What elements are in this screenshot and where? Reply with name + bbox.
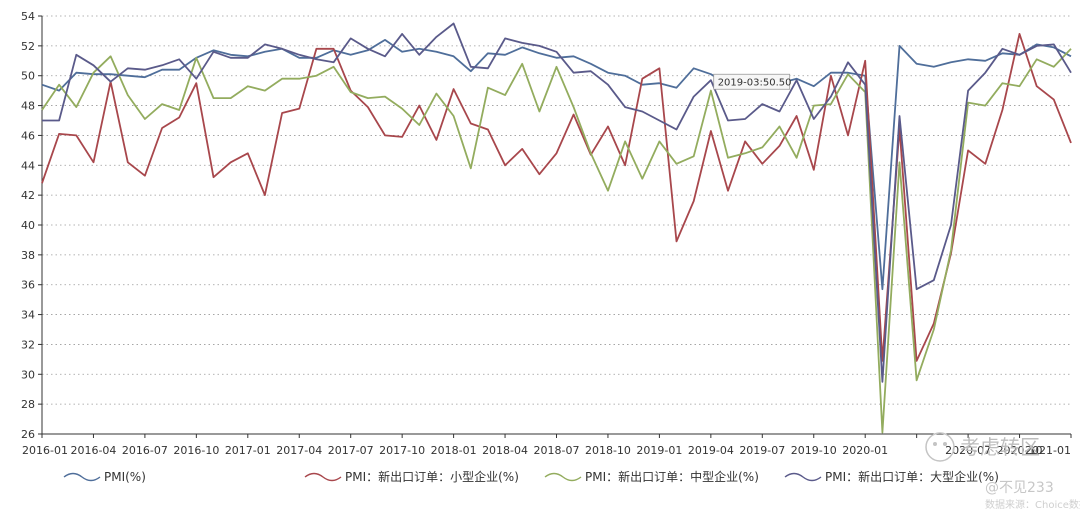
y-tick-label: 32	[21, 338, 35, 351]
legend-label-0: PMI(%)	[104, 470, 146, 484]
x-tick-label: 2021-01	[1025, 444, 1071, 457]
series-line-0	[41, 39, 1072, 291]
watermark-logo-icon	[925, 432, 955, 462]
legend-swatch-2	[544, 472, 582, 482]
x-tick-label: 2018-07	[534, 444, 580, 457]
legend-label-2: PMI：新出口订单：中型企业(%)	[585, 469, 759, 484]
y-tick-label: 46	[21, 129, 35, 142]
watermark: 考虑转区 @不见233 数据来源：Choice数据	[925, 432, 1080, 511]
x-tick-label: 2019-01	[636, 444, 682, 457]
tooltip: 2019-03:50.50	[713, 73, 792, 90]
x-tick-label: 2016-04	[70, 444, 116, 457]
y-tick-label: 38	[21, 249, 35, 262]
y-tick-label: 36	[21, 279, 35, 292]
series-line-2	[41, 48, 1072, 434]
watermark-source: 数据来源：Choice数据	[985, 498, 1080, 511]
x-tick-labels: 2016-01 2016-04 2016-07 2016-10 2017-01 2017-…	[22, 434, 1072, 457]
x-tick-label: 2020-07	[945, 444, 991, 457]
watermark-logo-icon-dot	[933, 442, 937, 446]
y-tick-label: 48	[21, 100, 35, 113]
y-tick-label: 26	[21, 428, 35, 441]
x-tick-label: 2018-04	[482, 444, 528, 457]
y-tick-label: 28	[21, 398, 35, 411]
legend-label-1: PMI：新出口订单：小型企业(%)	[345, 469, 519, 484]
x-tick-label: 2017-10	[379, 444, 425, 457]
x-tick-label: 2016-07	[122, 444, 168, 457]
watermark-logo-text: 考虑转区	[960, 435, 1040, 459]
x-tick-label: 2017-04	[276, 444, 322, 457]
y-tick-label: 44	[21, 159, 35, 172]
series-line-1	[41, 33, 1072, 362]
y-tick-label: 54	[21, 10, 35, 23]
x-tick-label: 2018-01	[431, 444, 477, 457]
tooltip-label: 2019-03:50.50	[718, 77, 792, 88]
y-tick-label: 34	[21, 309, 35, 322]
y-tick-label: 40	[21, 219, 35, 232]
y-tick-label: 30	[21, 368, 35, 381]
x-tick-label: 2019-04	[688, 444, 734, 457]
legend-label-3: PMI：新出口订单：大型企业(%)	[825, 469, 999, 484]
y-tick-labels: 26 28 30 32 34 36 38 40 42 44 46 48 50 52 54	[21, 10, 42, 441]
series-line-3	[42, 22, 1072, 383]
x-tick-label: 2020-10	[997, 444, 1043, 457]
legend-swatch-1	[304, 472, 342, 482]
legend: PMI(%) PMI：新出口订单：小型企业(%) PMI：新出口订单：中型企业(%)…	[63, 469, 999, 484]
tooltip-box	[713, 73, 791, 90]
x-tick-label: 2016-10	[173, 444, 219, 457]
watermark-handle: @不见233	[985, 480, 1054, 496]
legend-swatch-0	[63, 472, 101, 482]
y-tick-label: 52	[21, 40, 35, 53]
y-tick-label: 42	[21, 189, 35, 202]
legend-swatch-3	[784, 472, 822, 482]
x-tick-label: 2018-10	[585, 444, 631, 457]
x-tick-label: 2016-01	[22, 444, 68, 457]
x-tick-label: 2019-10	[791, 444, 837, 457]
x-tick-label: 2019-07	[739, 444, 785, 457]
y-tick-label: 50	[21, 70, 35, 83]
x-tick-label: 2017-07	[328, 444, 374, 457]
series-lines	[41, 22, 1072, 434]
watermark-logo-icon-dot	[943, 442, 947, 446]
grid-lines	[42, 15, 1071, 405]
x-tick-label: 2017-01	[225, 444, 271, 457]
x-tick-label: 2020-01	[842, 444, 888, 457]
